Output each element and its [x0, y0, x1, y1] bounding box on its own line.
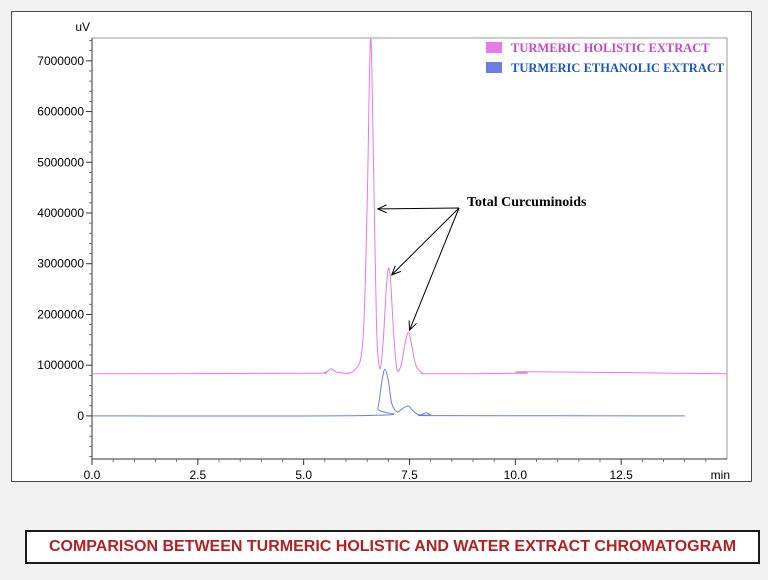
- x-tick-label: 2.5: [189, 468, 206, 482]
- x-axis-unit-label: min: [711, 468, 730, 482]
- x-tick-label: 5.0: [295, 468, 312, 482]
- annotation-arrow: [378, 208, 460, 209]
- annotation-arrow: [392, 207, 460, 275]
- plot-area-border: [91, 37, 728, 460]
- ethanolic-extract-trace: [91, 368, 685, 417]
- y-tick-label: 2000000: [37, 307, 84, 321]
- legend-swatch-ethanolic: [486, 62, 502, 73]
- y-tick-label: 4000000: [37, 206, 84, 220]
- y-tick-label: 5000000: [37, 155, 84, 169]
- annotation-total-curcuminoids: Total Curcuminoids: [467, 195, 587, 210]
- y-tick-label: 6000000: [37, 105, 84, 119]
- y-tick-label: 0: [77, 409, 84, 423]
- caption-box: COMPARISON BETWEEN TURMERIC HOLISTIC AND…: [25, 530, 760, 564]
- y-tick-label: 3000000: [37, 257, 84, 271]
- y-axis-unit-label: uV: [75, 20, 90, 34]
- chart-svg: 0 1000000 2000000 3000000 4000000 5000000 6000…: [37, 20, 730, 482]
- legend-swatch-holistic: [486, 42, 502, 53]
- x-tick-label: 10.0: [504, 468, 528, 482]
- x-tick-label: 7.5: [401, 468, 418, 482]
- y-tick-label: 7000000: [37, 54, 84, 68]
- x-tick-label: 12.5: [609, 468, 633, 482]
- annotation-arrow: [410, 207, 460, 330]
- chart-caption: COMPARISON BETWEEN TURMERIC HOLISTIC AND…: [48, 538, 737, 555]
- x-tick-label: 0.0: [84, 468, 101, 482]
- y-tick-label: 1000000: [37, 358, 84, 372]
- chromatogram-chart: 0 1000000 2000000 3000000 4000000 5000000 6000…: [11, 11, 752, 482]
- legend-label-holistic: TURMERIC HOLISTIC EXTRACT: [511, 41, 710, 55]
- holistic-extract-trace: [91, 37, 728, 375]
- legend-label-ethanolic: TURMERIC ETHANOLIC EXTRACT: [511, 61, 725, 75]
